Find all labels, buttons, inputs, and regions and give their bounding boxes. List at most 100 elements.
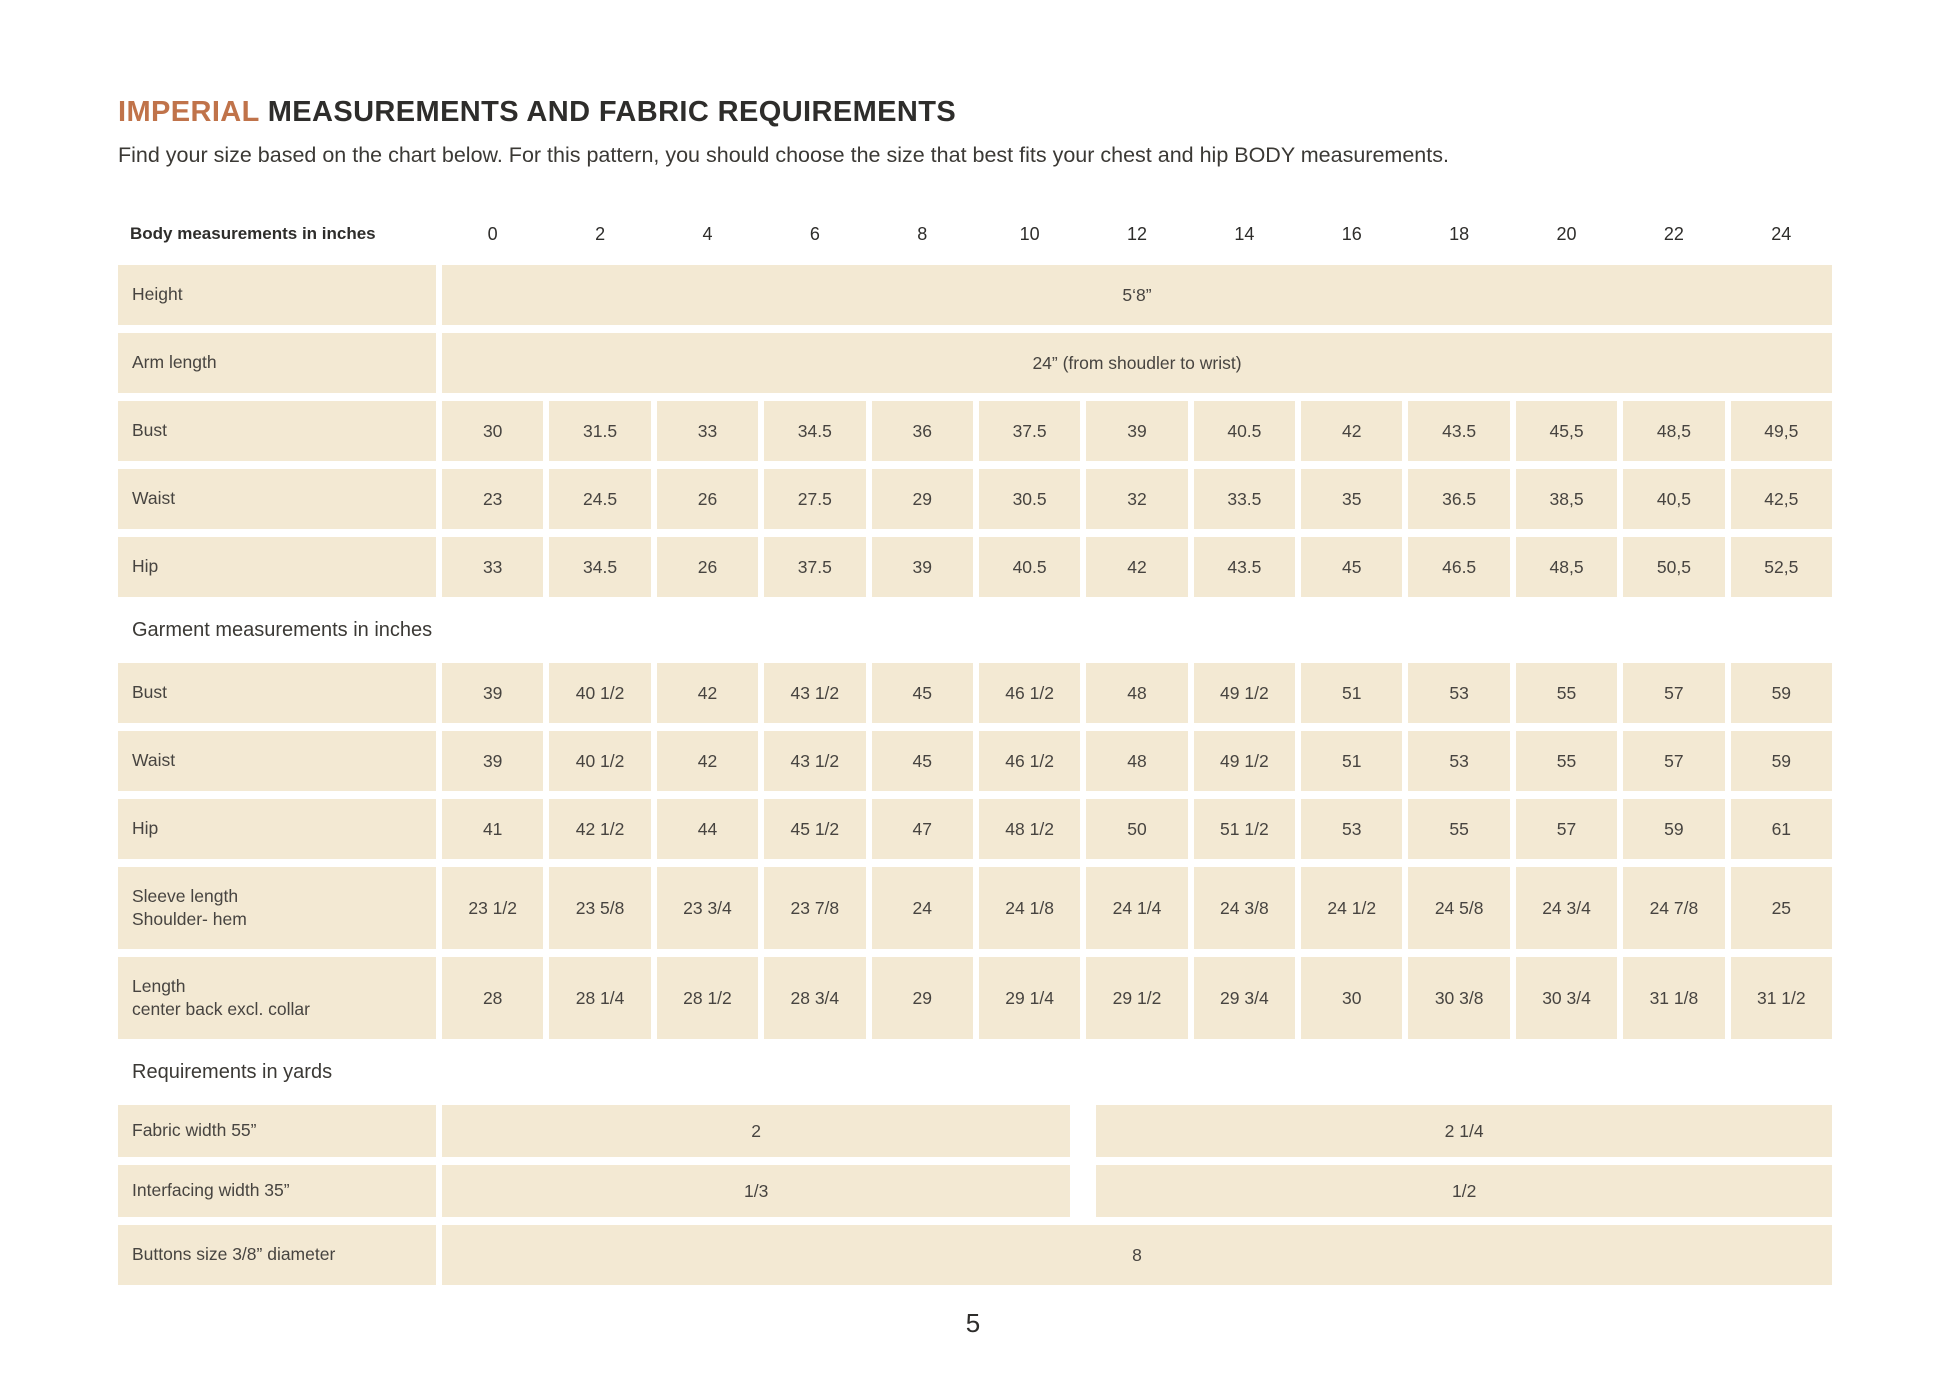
measurement-table: Body measurements in inches 0 2 4 6 8 10 12 14 1…: [118, 215, 1832, 1286]
table-header-row: Body measurements in inches 0 2 4 6 8 10 12 14 1…: [118, 215, 1832, 253]
intro-text: Find your size based on the chart below.…: [118, 143, 1449, 167]
value-cell: 33.5: [1193, 469, 1296, 530]
size-header-16: 16: [1341, 223, 1362, 244]
value-cell: 24 3/8: [1193, 867, 1296, 950]
section-header: Requirements in yards: [132, 1060, 333, 1083]
value-cell: 42: [1086, 537, 1188, 598]
value-cell: 55: [1515, 731, 1618, 792]
value-cell: 30: [1301, 957, 1403, 1040]
table-row: Hip 41 42 1/2 44 45 1/2 47 48 1/2 50 51 1/2 53 55 5…: [118, 799, 1832, 860]
value-cell: 24 1/2: [1301, 867, 1403, 950]
page-title: IMPERIAL MEASUREMENTS AND FABRIC REQUIRE…: [118, 96, 1832, 129]
row-label-line: Sleeve length: [132, 885, 239, 906]
value-cell: 30 3/4: [1515, 957, 1618, 1040]
value-cell: 36: [871, 401, 973, 462]
value-cell: 51 1/2: [1193, 799, 1296, 860]
value-cell: 45: [1301, 537, 1403, 598]
value-cell: 31 1/8: [1623, 957, 1725, 1040]
value-cell: 42: [1301, 401, 1403, 462]
value-cell: 59: [1730, 731, 1832, 792]
value-cell: 48: [1086, 731, 1188, 792]
table-row: Fabric width 55” 2 2 1/4: [118, 1105, 1832, 1158]
page-number: 5: [965, 1308, 981, 1338]
row-label-line: Shoulder- hem: [132, 909, 247, 930]
size-header-20: 20: [1556, 223, 1577, 244]
value-cell: 27.5: [764, 469, 866, 530]
value-cell: 30 3/8: [1408, 957, 1510, 1040]
row-label-line: Hip: [132, 556, 159, 577]
size-header-24: 24: [1771, 223, 1792, 244]
table-row: Bust 39 40 1/2 42 43 1/2 45 46 1/2 48 49 1/2 51 53…: [118, 663, 1832, 724]
value-cell: 29: [871, 469, 973, 530]
row-label: Bust: [118, 401, 436, 462]
value-cell: 47: [871, 799, 973, 860]
value-cell: 42 1/2: [549, 799, 651, 860]
value-cell: 2 1/4: [1096, 1105, 1832, 1158]
row-label: Bust: [118, 663, 436, 724]
value-cell: 31.5: [549, 401, 651, 462]
row-label: Fabric width 55”: [118, 1105, 436, 1158]
size-header-10: 10: [1019, 223, 1040, 244]
table-row: Bust 30 31.5 33 34.5 36 37.5 39 40.5 42 43.5 45,5 48…: [118, 401, 1832, 462]
value-cell: 40 1/2: [549, 663, 651, 724]
value-cell: 24 3/4: [1515, 867, 1618, 950]
size-header-4: 4: [702, 223, 713, 244]
row-label: Height: [118, 265, 436, 326]
value-cell: 57: [1515, 799, 1618, 860]
value-cell: 24” (from shoudler to wrist): [442, 333, 1832, 394]
row-label-line: Interfacing width 35”: [132, 1180, 290, 1201]
size-header-22: 22: [1663, 223, 1684, 244]
value-cell: 30.5: [978, 469, 1081, 530]
value-cell: 28 1/4: [549, 957, 651, 1040]
table-header-label: Body measurements in inches: [130, 224, 376, 244]
row-label: Interfacing width 35”: [118, 1165, 436, 1218]
value-cell: 53: [1301, 799, 1403, 860]
value-cell: 46 1/2: [978, 731, 1081, 792]
row-label-line: Height: [132, 284, 183, 305]
value-cell: 51: [1301, 731, 1403, 792]
row-label: Arm length: [118, 333, 436, 394]
value-cell: 46.5: [1408, 537, 1510, 598]
value-cell: 43 1/2: [764, 731, 866, 792]
value-cell: 45: [871, 731, 973, 792]
row-label-line: Fabric width 55”: [132, 1120, 257, 1141]
value-cell: 23 5/8: [549, 867, 651, 950]
value-cell: 40.5: [978, 537, 1081, 598]
table-row: Waist 39 40 1/2 42 43 1/2 45 46 1/2 48 49 1/2 51 5…: [118, 731, 1832, 792]
value-cell: 48,5: [1623, 401, 1725, 462]
value-cell: 46 1/2: [978, 663, 1081, 724]
value-cell: 5‘8”: [442, 265, 1832, 326]
value-cell: 43.5: [1193, 537, 1296, 598]
table-row: Height 5‘8”: [118, 265, 1832, 326]
value-cell: 31 1/2: [1730, 957, 1832, 1040]
row-label: Waist: [118, 731, 436, 792]
value-cell: 32: [1086, 469, 1188, 530]
row-label-line: Bust: [132, 682, 168, 703]
row-label: Hip: [118, 799, 436, 860]
value-cell: 48,5: [1515, 537, 1618, 598]
value-cell: 38,5: [1515, 469, 1618, 530]
value-cell: 28 1/2: [656, 957, 759, 1040]
table-row: Hip 33 34.5 26 37.5 39 40.5 42 43.5 45 46.5 48,5 50,…: [118, 537, 1832, 598]
value-cell: 39: [442, 663, 544, 724]
row-label: Length center back excl. collar: [118, 957, 436, 1040]
value-cell: 43 1/2: [764, 663, 866, 724]
value-cell: 39: [1086, 401, 1188, 462]
page-content: IMPERIAL MEASUREMENTS AND FABRIC REQUIRE…: [118, 96, 1832, 1293]
row-label-line: Buttons size 3/8” diameter: [132, 1244, 336, 1265]
value-cell: 37.5: [764, 537, 866, 598]
value-cell: 59: [1730, 663, 1832, 724]
value-cell: 55: [1515, 663, 1618, 724]
value-cell: 8: [442, 1225, 1832, 1286]
value-cell: 45,5: [1515, 401, 1618, 462]
title-accent-word: IMPERIAL: [118, 96, 260, 128]
value-cell: 24.5: [549, 469, 651, 530]
value-cell: 49,5: [1730, 401, 1832, 462]
row-label-line: Length: [132, 975, 186, 996]
value-cell: 23 3/4: [656, 867, 759, 950]
row-label-line: Bust: [132, 420, 168, 441]
value-cell: 29 3/4: [1193, 957, 1296, 1040]
row-label-line: Waist: [132, 750, 176, 771]
value-cell: 42: [656, 663, 759, 724]
value-cell: 40 1/2: [549, 731, 651, 792]
